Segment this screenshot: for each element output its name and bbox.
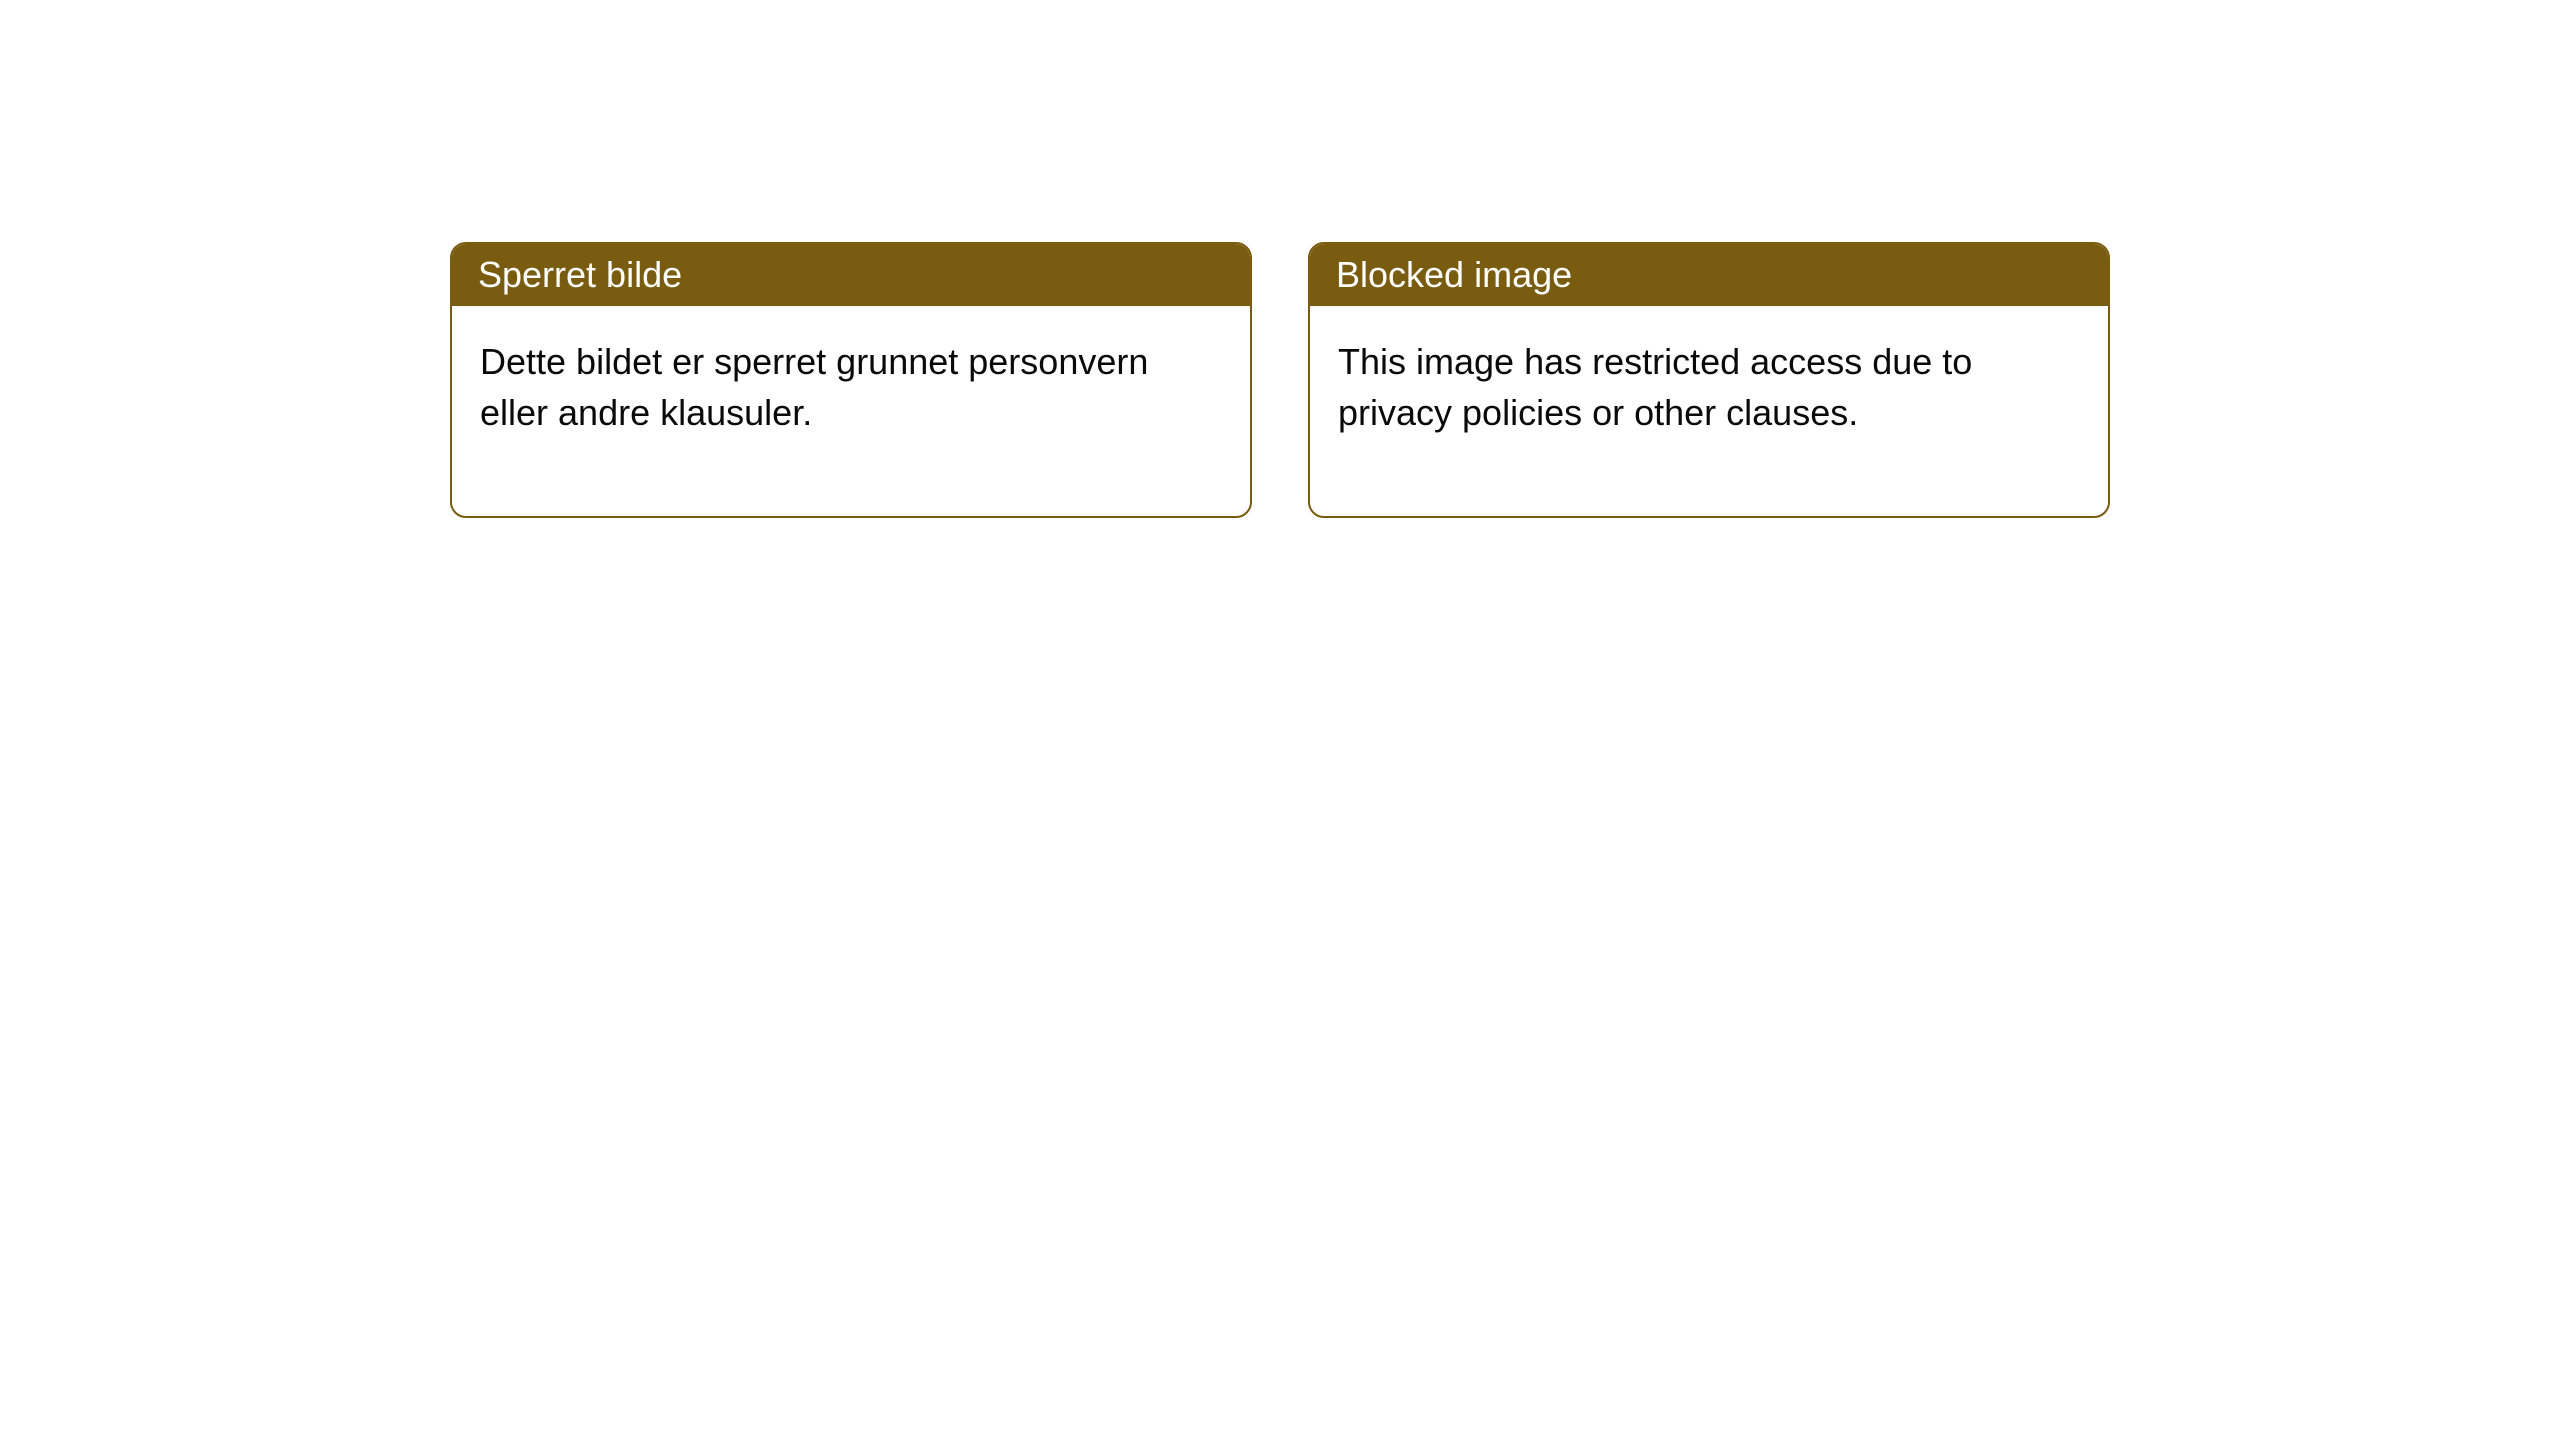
notice-header-norwegian: Sperret bilde	[452, 244, 1250, 306]
notice-body-norwegian: Dette bildet er sperret grunnet personve…	[452, 306, 1250, 516]
notice-card-norwegian: Sperret bilde Dette bildet er sperret gr…	[450, 242, 1252, 518]
notice-header-english: Blocked image	[1310, 244, 2108, 306]
notice-container: Sperret bilde Dette bildet er sperret gr…	[450, 242, 2110, 518]
notice-body-english: This image has restricted access due to …	[1310, 306, 2108, 516]
notice-card-english: Blocked image This image has restricted …	[1308, 242, 2110, 518]
